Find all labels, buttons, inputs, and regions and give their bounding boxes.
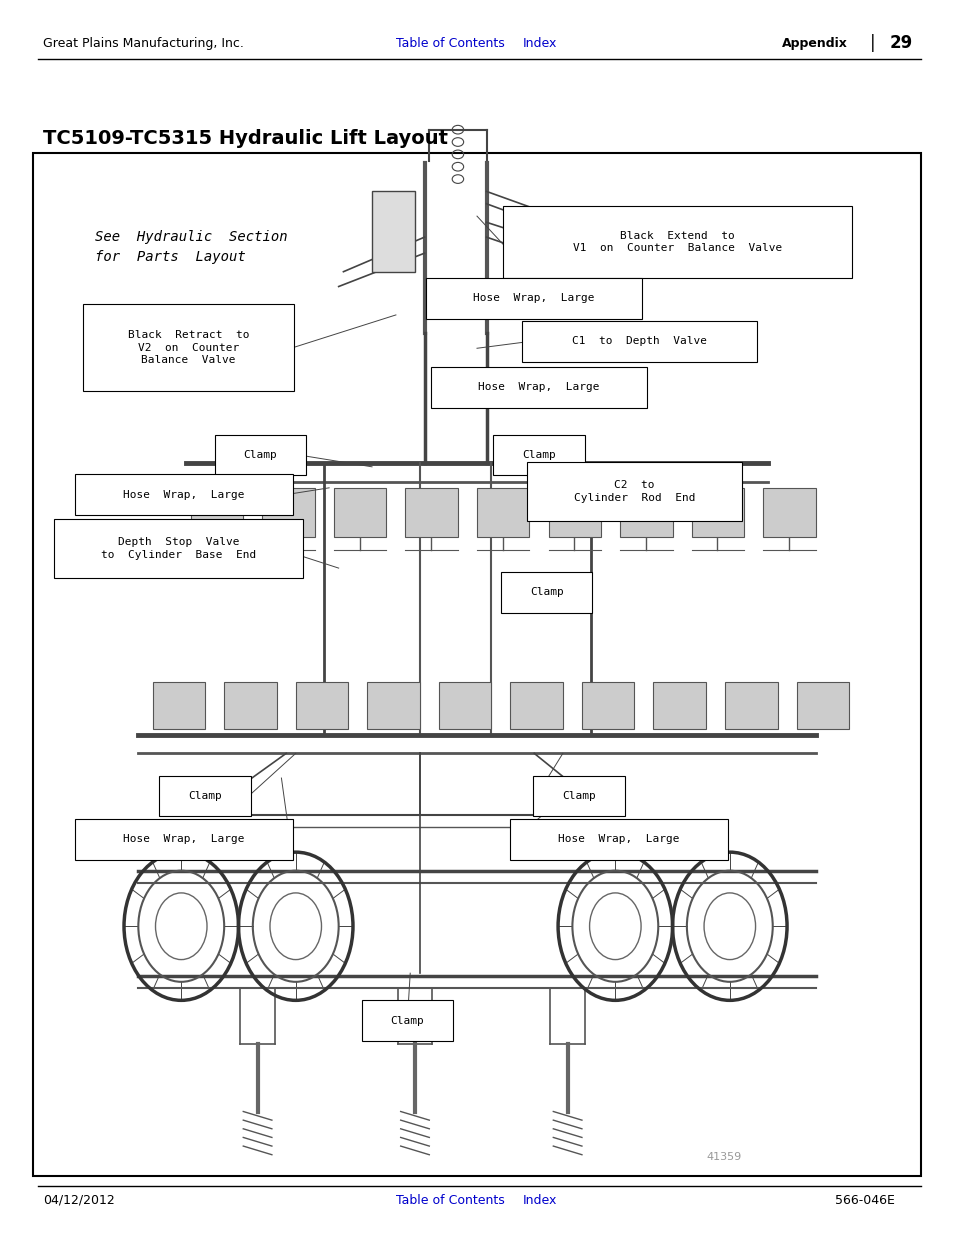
FancyBboxPatch shape — [581, 682, 634, 729]
FancyBboxPatch shape — [54, 519, 303, 578]
Text: Hose  Wrap,  Large: Hose Wrap, Large — [123, 489, 245, 500]
Text: Index: Index — [522, 37, 557, 49]
FancyBboxPatch shape — [548, 488, 600, 537]
FancyBboxPatch shape — [33, 153, 920, 1176]
FancyBboxPatch shape — [83, 304, 294, 391]
FancyBboxPatch shape — [214, 435, 306, 475]
FancyBboxPatch shape — [653, 682, 705, 729]
Text: 41359: 41359 — [705, 1152, 740, 1162]
FancyBboxPatch shape — [796, 682, 848, 729]
Text: Clamp: Clamp — [390, 1015, 424, 1026]
FancyBboxPatch shape — [476, 488, 529, 537]
FancyBboxPatch shape — [510, 682, 562, 729]
FancyBboxPatch shape — [724, 682, 777, 729]
FancyBboxPatch shape — [438, 682, 491, 729]
Text: Clamp: Clamp — [561, 790, 596, 802]
Text: Clamp: Clamp — [529, 587, 563, 598]
FancyBboxPatch shape — [367, 682, 419, 729]
FancyBboxPatch shape — [262, 488, 314, 537]
Text: Hose  Wrap,  Large: Hose Wrap, Large — [473, 293, 595, 304]
FancyBboxPatch shape — [426, 278, 641, 319]
FancyBboxPatch shape — [493, 435, 584, 475]
Text: Black  Retract  to
V2  on  Counter
Balance  Valve: Black Retract to V2 on Counter Balance V… — [128, 330, 249, 366]
FancyBboxPatch shape — [152, 682, 205, 729]
FancyBboxPatch shape — [526, 462, 741, 521]
FancyBboxPatch shape — [619, 488, 672, 537]
FancyBboxPatch shape — [691, 488, 743, 537]
Text: Table of Contents: Table of Contents — [395, 37, 504, 49]
Text: Black  Extend  to
V1  on  Counter  Balance  Valve: Black Extend to V1 on Counter Balance Va… — [572, 231, 781, 253]
Text: Index: Index — [522, 1194, 557, 1207]
FancyBboxPatch shape — [500, 572, 592, 613]
Text: Great Plains Manufacturing, Inc.: Great Plains Manufacturing, Inc. — [43, 37, 244, 49]
Text: Table of Contents: Table of Contents — [395, 1194, 504, 1207]
FancyBboxPatch shape — [361, 1000, 453, 1041]
Text: Depth  Stop  Valve
to  Cylinder  Base  End: Depth Stop Valve to Cylinder Base End — [101, 537, 256, 559]
Text: Clamp: Clamp — [243, 450, 277, 461]
FancyBboxPatch shape — [510, 819, 727, 860]
Text: Appendix: Appendix — [781, 37, 847, 49]
Text: 29: 29 — [888, 35, 911, 52]
Text: See  Hydraulic  Section
for  Parts  Layout: See Hydraulic Section for Parts Layout — [95, 230, 288, 264]
FancyBboxPatch shape — [75, 474, 293, 515]
Text: Hose  Wrap,  Large: Hose Wrap, Large — [477, 382, 599, 393]
FancyBboxPatch shape — [502, 206, 851, 278]
Text: |: | — [869, 35, 875, 52]
FancyBboxPatch shape — [159, 776, 251, 816]
FancyBboxPatch shape — [521, 321, 756, 362]
Text: 566-046E: 566-046E — [834, 1194, 894, 1207]
FancyBboxPatch shape — [295, 682, 348, 729]
FancyBboxPatch shape — [405, 488, 457, 537]
Text: Clamp: Clamp — [521, 450, 556, 461]
Text: 04/12/2012: 04/12/2012 — [43, 1194, 114, 1207]
Text: Clamp: Clamp — [188, 790, 222, 802]
FancyBboxPatch shape — [224, 682, 276, 729]
Text: Hose  Wrap,  Large: Hose Wrap, Large — [558, 834, 679, 845]
Text: C1  to  Depth  Valve: C1 to Depth Valve — [571, 336, 706, 347]
Text: C2  to
Cylinder  Rod  End: C2 to Cylinder Rod End — [573, 480, 695, 503]
FancyBboxPatch shape — [191, 488, 243, 537]
FancyBboxPatch shape — [533, 776, 624, 816]
Text: Hose  Wrap,  Large: Hose Wrap, Large — [123, 834, 245, 845]
FancyBboxPatch shape — [75, 819, 293, 860]
FancyBboxPatch shape — [334, 488, 386, 537]
FancyBboxPatch shape — [431, 367, 646, 408]
FancyBboxPatch shape — [372, 191, 415, 272]
FancyBboxPatch shape — [762, 488, 815, 537]
Text: TC5109-TC5315 Hydraulic Lift Layout: TC5109-TC5315 Hydraulic Lift Layout — [43, 128, 448, 148]
